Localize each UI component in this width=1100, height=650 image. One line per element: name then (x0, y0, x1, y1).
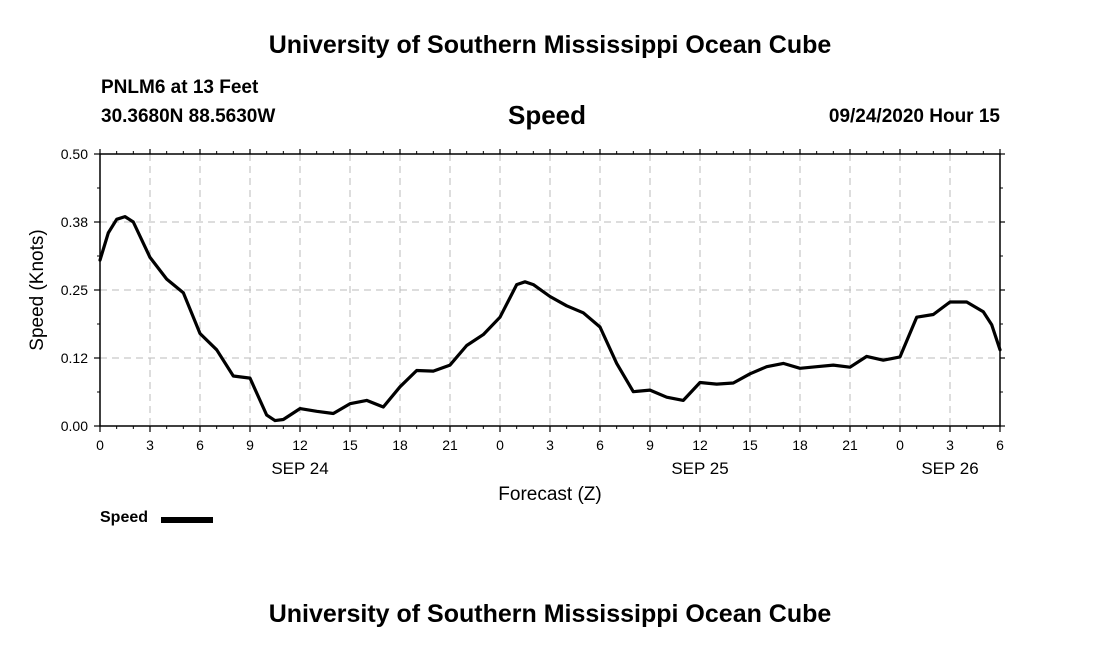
x-tick-label: 0 (896, 437, 904, 453)
x-tick-label: 6 (596, 437, 604, 453)
x-tick-label: 9 (246, 437, 254, 453)
forecast-timestamp: 09/24/2020 Hour 15 (828, 106, 1000, 127)
y-tick-label: 0.50 (61, 146, 88, 162)
legend-line-swatch (161, 517, 213, 523)
x-tick-label: 0 (496, 437, 504, 453)
x-tick-label: 9 (646, 437, 654, 453)
y-axis-title: Speed (Knots) (27, 229, 48, 350)
date-label: SEP 24 (271, 459, 328, 478)
x-tick-label: 3 (946, 437, 954, 453)
x-tick-label: 3 (146, 437, 154, 453)
x-tick-label: 15 (342, 437, 358, 453)
x-tick-label: 21 (842, 437, 858, 453)
chart-title: University of Southern Mississippi Ocean… (268, 31, 832, 59)
variable-title: Speed (508, 100, 587, 130)
x-tick-label: 15 (742, 437, 758, 453)
y-tick-label: 0.25 (61, 282, 88, 298)
x-tick-label: 21 (442, 437, 458, 453)
x-axis-title: Forecast (Z) (498, 484, 601, 505)
x-tick-label: 12 (292, 437, 308, 453)
x-tick-label: 3 (546, 437, 554, 453)
x-tick-label: 18 (792, 437, 808, 453)
legend-label: Speed (100, 509, 149, 526)
station-label: PNLM6 at 13 Feet (101, 77, 259, 98)
x-tick-label: 18 (392, 437, 408, 453)
series-line-speed (98, 215, 1002, 423)
y-tick-label: 0.38 (61, 214, 88, 230)
date-label: SEP 25 (671, 459, 728, 478)
x-tick-label: 6 (196, 437, 204, 453)
y-tick-label: 0.12 (61, 350, 88, 366)
date-label: SEP 26 (921, 459, 978, 478)
x-tick-label: 0 (96, 437, 104, 453)
x-tick-label: 12 (692, 437, 708, 453)
x-tick-label: 6 (996, 437, 1004, 453)
station-coordinates: 30.3680N 88.5630W (101, 106, 276, 127)
y-tick-label: 0.00 (61, 418, 88, 434)
footer-title: University of Southern Mississippi Ocean… (268, 600, 832, 628)
